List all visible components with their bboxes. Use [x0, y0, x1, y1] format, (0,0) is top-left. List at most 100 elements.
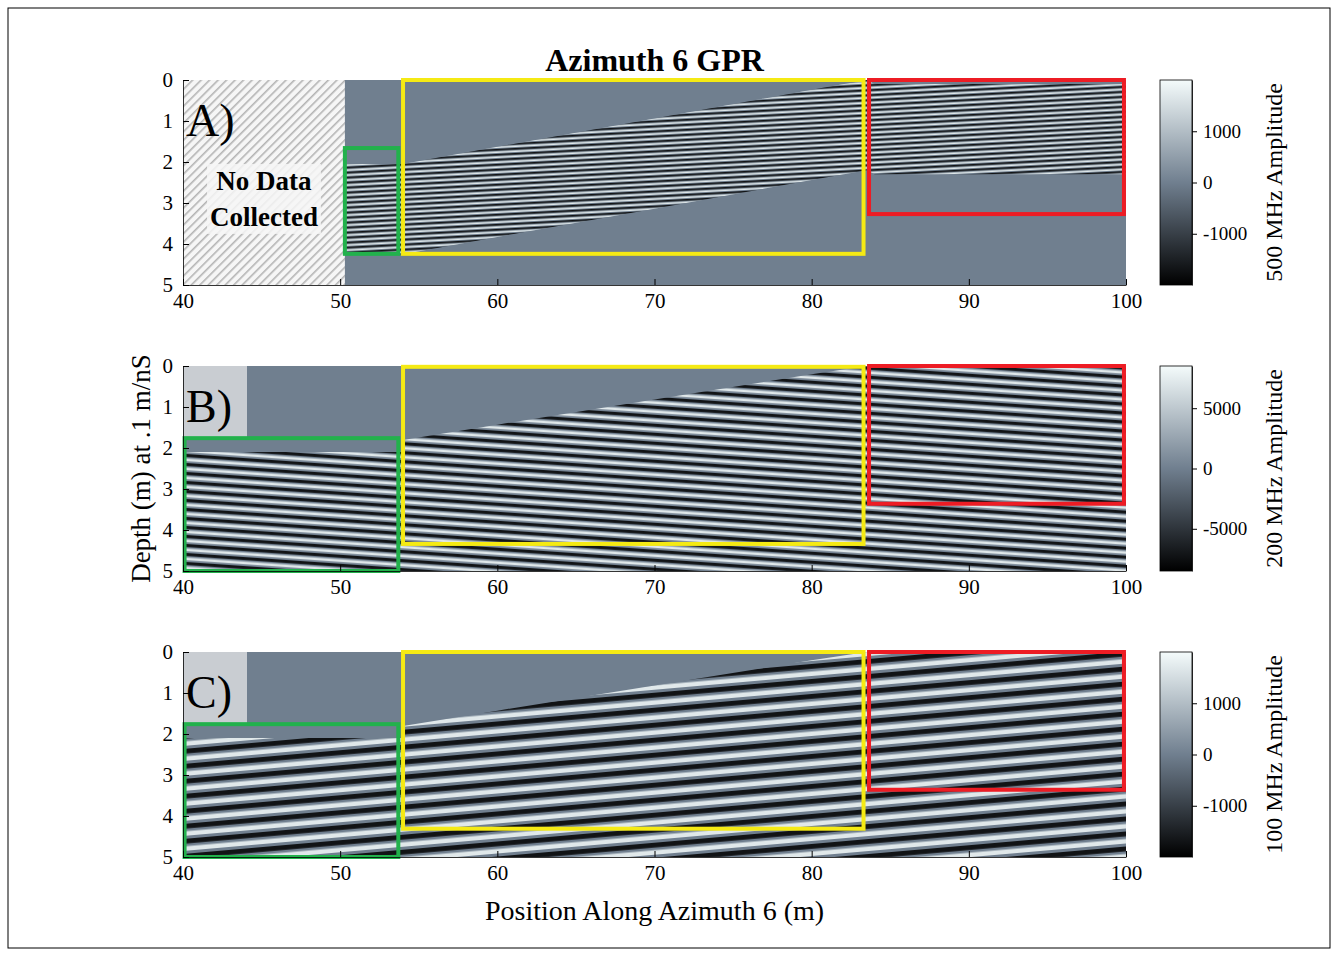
panel: No DataCollectedA)405060708090100012345A… — [163, 42, 1288, 313]
tick-mark — [183, 203, 189, 204]
tick: 2 — [163, 436, 190, 460]
label-patch — [183, 366, 247, 437]
y-axis: 012345 — [163, 68, 190, 297]
tick: 5 — [163, 273, 190, 297]
tick: 50 — [330, 565, 351, 599]
tick-label: 70 — [645, 861, 666, 885]
y-axis: 0 1 2 3 4 5 — [163, 640, 190, 869]
highlight-box — [869, 652, 1124, 790]
tick-mark — [1192, 806, 1197, 807]
tick: 1000 — [1192, 693, 1241, 714]
tick: 0 — [1192, 744, 1213, 765]
tick-label: 0 — [163, 68, 174, 92]
tick-label: 1 — [163, 681, 174, 705]
colorbar — [1160, 652, 1192, 857]
tick-label: 40 — [173, 575, 194, 599]
tick-mark — [183, 816, 189, 817]
tick-label: 0 — [1203, 744, 1213, 765]
tick-mark — [1126, 565, 1127, 571]
tick-mark — [497, 279, 498, 285]
tick: 80 — [802, 279, 823, 313]
tick-label: 100 — [1111, 289, 1143, 313]
y-axis: 012345 — [163, 354, 190, 583]
tick-label: 5000 — [1203, 398, 1241, 419]
panel-label: A) — [186, 95, 235, 146]
tick-mark — [812, 851, 813, 857]
tick-label: 5 — [163, 845, 174, 869]
boxes — [345, 80, 1124, 254]
tick: 0 — [163, 640, 190, 664]
tick-mark — [969, 279, 970, 285]
tick-mark — [183, 775, 189, 776]
tick-mark — [183, 407, 189, 408]
tick-mark — [340, 565, 341, 571]
tick-label: 80 — [802, 861, 823, 885]
tick: 1000 — [1192, 121, 1241, 142]
tick-mark — [183, 244, 189, 245]
tick: 1 — [163, 109, 190, 133]
tick-label: 100 — [1111, 575, 1143, 599]
tick: 50 — [330, 851, 351, 885]
marks — [183, 366, 1126, 571]
tick-mark — [183, 693, 189, 694]
label-patch — [207, 164, 321, 234]
tick-label: 60 — [487, 861, 508, 885]
tick-mark — [183, 80, 189, 81]
tick: 60 — [487, 565, 508, 599]
tick: 3 — [163, 763, 190, 787]
tick: 0 — [163, 68, 190, 92]
colorbar-title: 500 MHz Amplitude — [1261, 83, 1287, 282]
tick: 4 — [163, 804, 190, 828]
tick: 0 — [163, 354, 190, 378]
tick-label: 5 — [163, 273, 174, 297]
tick-label: 1 — [163, 395, 174, 419]
tick: 100 — [1111, 565, 1143, 599]
tick: 90 — [959, 565, 980, 599]
tick-label: 0 — [1203, 458, 1213, 479]
tick: 0 — [1192, 172, 1213, 193]
tick-label: 40 — [173, 289, 194, 313]
x-axis: 405060708090100 — [173, 279, 1142, 313]
tick-label: 2 — [163, 722, 174, 746]
figure: No DataCollectedA)405060708090100012345A… — [0, 0, 1338, 956]
tick-label: 60 — [487, 575, 508, 599]
tick: 4 — [163, 232, 190, 256]
tick-label: 50 — [330, 289, 351, 313]
tick: 60 — [487, 851, 508, 885]
tick-mark — [655, 565, 656, 571]
x-axis-title: Position Along Azimuth 6 (m) — [485, 895, 824, 926]
tick-label: -1000 — [1203, 795, 1247, 816]
tick-mark — [183, 489, 189, 490]
tick-mark — [1192, 703, 1197, 704]
tick-mark — [1192, 131, 1197, 132]
tick: 4 — [163, 518, 190, 542]
tick-label: 40 — [173, 861, 194, 885]
tick-label: 80 — [802, 289, 823, 313]
boxes — [185, 652, 1124, 857]
panel-label: B) — [186, 381, 232, 432]
axis-line — [183, 367, 184, 572]
tick-mark — [1192, 183, 1197, 184]
tick-mark — [812, 279, 813, 285]
tick: 100 — [1111, 279, 1143, 313]
no-data-label: No DataCollected — [210, 166, 318, 232]
tick: 80 — [802, 565, 823, 599]
chart-title: Azimuth 6 GPR — [545, 42, 765, 78]
tick-label: 3 — [163, 763, 174, 787]
tick-label: 100 — [1111, 861, 1143, 885]
tick: -5000 — [1192, 518, 1247, 539]
tick-label: 70 — [645, 575, 666, 599]
highlight-box — [345, 148, 398, 254]
panel-label: C) — [186, 667, 232, 718]
marks — [183, 652, 1126, 857]
tick-label: 4 — [163, 804, 174, 828]
tick-label: 90 — [959, 861, 980, 885]
figure-border — [8, 8, 1330, 948]
boxes — [185, 366, 1124, 571]
tick: 80 — [802, 851, 823, 885]
colorbar-title: 100 MHz Amplitude — [1261, 655, 1287, 854]
tick-mark — [1192, 234, 1197, 235]
tick-mark — [969, 565, 970, 571]
tick-mark — [969, 851, 970, 857]
tick: 100 — [1111, 851, 1143, 885]
